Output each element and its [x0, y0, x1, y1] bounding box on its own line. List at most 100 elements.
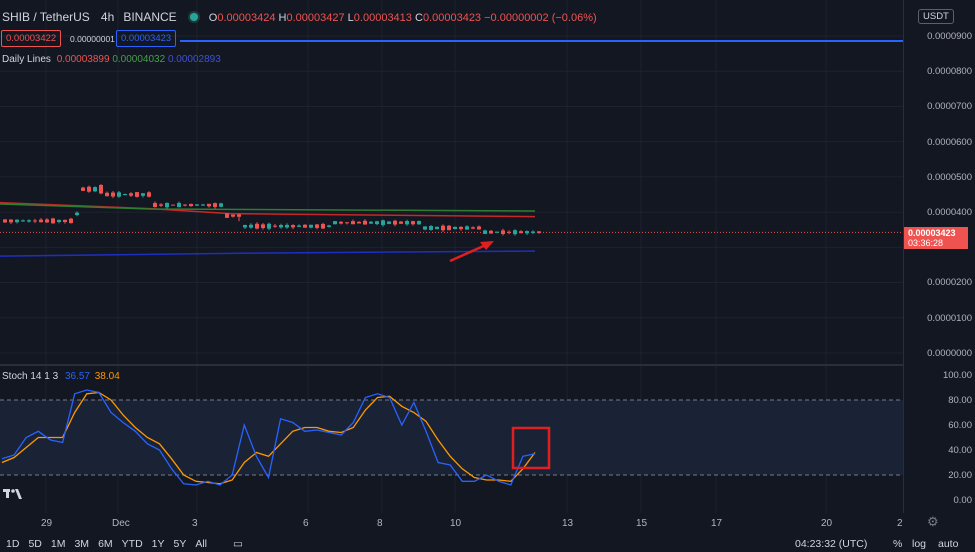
candle-body	[411, 221, 415, 225]
daily-line-green	[0, 203, 536, 212]
candle-body	[231, 214, 235, 217]
candle-body	[321, 223, 325, 229]
candle-body	[3, 219, 7, 223]
candle-body	[81, 187, 85, 191]
candle-body	[429, 226, 433, 230]
range-ytd[interactable]: YTD	[121, 538, 143, 550]
price-axis[interactable]: USDT 0.0000900 0.0000800 0.0000700 0.000…	[903, 0, 975, 513]
range-6m[interactable]: 6M	[98, 538, 113, 550]
candle-body	[453, 226, 457, 230]
time-tick: Dec	[112, 518, 130, 529]
time-tick: 13	[562, 518, 574, 529]
annotation-arrow	[449, 242, 489, 263]
time-tick: 29	[41, 518, 53, 529]
candle-body	[159, 204, 163, 206]
candle-body	[189, 203, 193, 207]
candle-body	[465, 226, 469, 230]
tradingview-logo-icon[interactable]	[3, 487, 23, 501]
spread-value: 0.00000001	[70, 34, 115, 44]
utc-clock[interactable]: 04:23:32 (UTC)	[795, 538, 868, 550]
current-price-label: 0.00003423 03:36:28	[904, 227, 968, 249]
candle-body	[69, 218, 73, 224]
percent-toggle[interactable]: %	[893, 538, 903, 550]
daily-line-blue-value: 0.00002893	[167, 54, 221, 65]
candle-body	[45, 219, 49, 223]
candle-body	[147, 192, 151, 197]
range-1d[interactable]: 1D	[6, 538, 20, 550]
candle-body	[63, 219, 67, 223]
price-chart[interactable]	[0, 0, 903, 513]
candle-body	[357, 221, 361, 224]
candle-body	[153, 203, 157, 208]
candle-body	[267, 223, 271, 229]
candle-body	[495, 231, 499, 233]
price-tick: 0.0000200	[927, 277, 972, 288]
stoch-tick: 80.00	[948, 395, 972, 406]
candle-body	[447, 225, 451, 231]
stoch-tick: 60.00	[948, 420, 972, 431]
candle-body	[117, 192, 121, 197]
candle-body	[303, 224, 307, 228]
candle-body	[261, 224, 265, 229]
daily-line-blue	[0, 250, 536, 257]
candle-body	[441, 225, 445, 231]
interval[interactable]: 4h	[100, 10, 115, 24]
candle-body	[111, 192, 115, 197]
candle-body	[381, 220, 385, 226]
candle-body	[27, 220, 31, 222]
range-3m[interactable]: 3M	[74, 538, 90, 550]
stoch-k-line	[1, 389, 536, 486]
range-5y[interactable]: 5Y	[173, 538, 187, 550]
range-all[interactable]: All	[195, 538, 208, 550]
log-toggle[interactable]: log	[912, 538, 927, 550]
price-tick: 0.0000600	[927, 137, 972, 148]
sell-price-pill[interactable]: 0.00003422	[1, 30, 62, 47]
range-5d[interactable]: 5D	[28, 538, 42, 550]
candle-body	[399, 221, 403, 224]
candle-body	[291, 225, 295, 228]
daily-lines-legend[interactable]: Daily Lines 0.00003899 0.00004032 0.0000…	[2, 54, 221, 65]
candle-body	[195, 204, 199, 206]
stoch-legend[interactable]: Stoch 14 1 3 36.57 38.04	[2, 371, 120, 382]
stoch-tick: 100.00	[942, 370, 972, 381]
settings-gear-icon[interactable]: ⚙	[927, 514, 939, 529]
candle-body	[513, 230, 517, 235]
stoch-d-line	[1, 391, 536, 485]
candle-body	[201, 204, 205, 206]
daily-line-red	[0, 201, 536, 218]
time-tick: 2	[897, 518, 903, 529]
candle-body	[339, 221, 343, 224]
stoch-k-value: 36.57	[64, 371, 90, 382]
candle-body	[57, 219, 61, 222]
candle-body	[249, 224, 253, 228]
symbol-name[interactable]: SHIB / TetherUS	[2, 10, 90, 24]
price-tick: 0.0000400	[927, 207, 972, 218]
chart-canvas[interactable]	[0, 0, 903, 513]
range-1m[interactable]: 1M	[50, 538, 66, 550]
candle-body	[327, 225, 331, 227]
auto-toggle[interactable]: auto	[938, 538, 959, 550]
range-1y[interactable]: 1Y	[151, 538, 165, 550]
candle-body	[219, 203, 223, 207]
candle-body	[99, 184, 103, 194]
stoch-tick: 20.00	[948, 470, 972, 481]
candle-body	[135, 192, 139, 197]
calendar-range-icon[interactable]: ▭	[233, 538, 243, 550]
currency-button[interactable]: USDT	[918, 9, 954, 24]
time-tick: 15	[636, 518, 648, 529]
candle-body	[531, 231, 535, 233]
candle-body	[435, 226, 439, 230]
market-status-icon	[189, 13, 198, 21]
candle-body	[129, 193, 133, 196]
bottom-toolbar: 1D 5D 1M 3M 6M YTD 1Y 5Y All ▭ 04:23:32 (UTC) % …	[0, 538, 975, 552]
candle-body	[9, 219, 13, 223]
candle-body	[369, 221, 373, 224]
candle-body	[225, 213, 229, 218]
time-tick: 20	[821, 518, 833, 529]
candle-body	[39, 219, 43, 223]
buy-price-pill[interactable]: 0.00003423	[116, 30, 177, 47]
candle-body	[87, 186, 91, 192]
candle-body	[21, 220, 25, 222]
candle-body	[387, 221, 391, 224]
candle-body	[405, 221, 409, 225]
